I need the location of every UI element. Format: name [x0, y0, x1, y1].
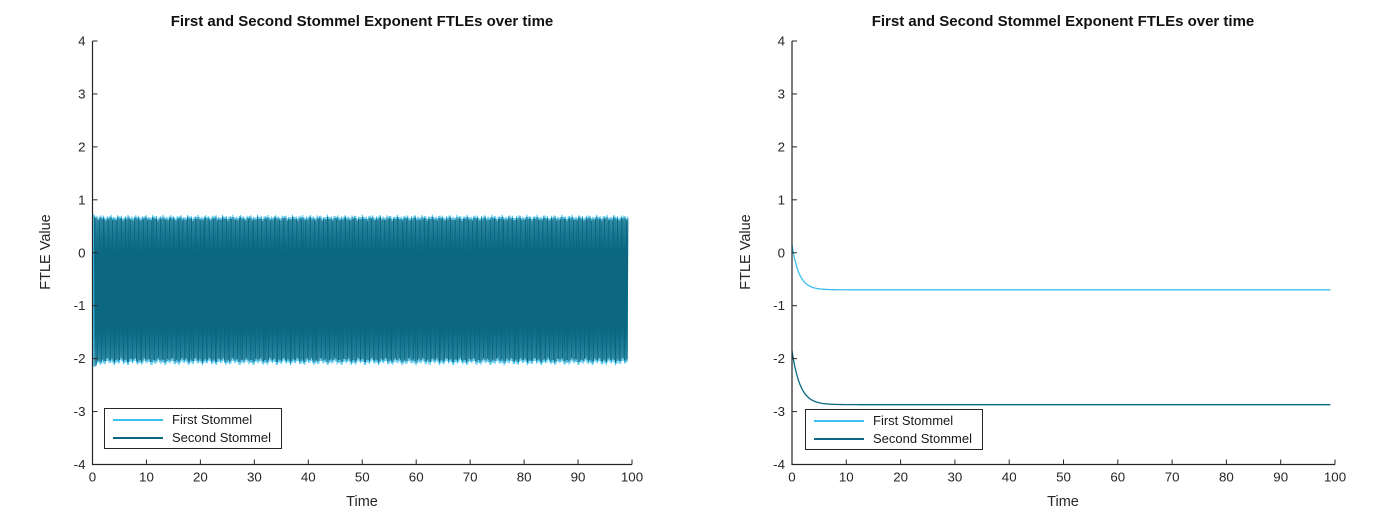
right-chart-title: First and Second Stommel Exponent FTLEs …	[871, 13, 1255, 30]
legend-row: Second Stommel	[814, 430, 982, 448]
legend-row: Second Stommel	[113, 429, 281, 447]
y-tick-label: 4	[778, 34, 785, 49]
x-tick-label: 100	[1324, 470, 1346, 485]
legend-entry-label: First Stommel	[873, 413, 954, 428]
x-tick-label: 90	[571, 470, 586, 485]
y-tick-label: -4	[773, 457, 785, 472]
x-tick-label: 20	[193, 470, 208, 485]
y-tick-label: 1	[78, 192, 85, 207]
y-tick-label: -2	[773, 351, 785, 366]
y-tick-label: 3	[78, 86, 85, 101]
y-tick-label: 4	[78, 34, 85, 49]
x-tick-label: 10	[839, 470, 854, 485]
legend-entry-label: Second Stommel	[172, 430, 271, 445]
y-tick-label: -4	[74, 457, 86, 472]
axis-lines	[791, 41, 1335, 466]
x-tick-label: 80	[517, 470, 532, 485]
y-tick-label: -3	[74, 404, 86, 419]
y-tick-label: -1	[74, 298, 86, 313]
first-stommel-line-swatch	[113, 418, 163, 421]
y-tick-label: 3	[778, 86, 785, 101]
right-x-axis-label: Time	[1047, 494, 1079, 510]
y-tick-label: 2	[778, 139, 785, 154]
first-stommel-line-swatch	[814, 419, 864, 422]
y-tick-label: -3	[773, 404, 785, 419]
y-tick-label: -2	[74, 351, 86, 366]
right-y-axis-label: FTLE Value	[738, 214, 754, 290]
x-tick-label: 50	[1056, 470, 1071, 485]
left-chart-title: First and Second Stommel Exponent FTLEs …	[170, 13, 554, 30]
legend-row: First Stommel	[113, 411, 281, 429]
series-second-stommel	[93, 216, 629, 367]
x-tick-label: 100	[621, 470, 643, 485]
x-tick-label: 0	[89, 470, 96, 485]
y-tick-label: 0	[778, 245, 785, 260]
x-tick-label: 70	[463, 470, 478, 485]
x-tick-label: 80	[1219, 470, 1234, 485]
x-tick-label: 40	[301, 470, 316, 485]
right-legend: First Stommel Second Stommel	[805, 409, 983, 450]
y-tick-label: 2	[78, 139, 85, 154]
left-y-axis-label: FTLE Value	[38, 214, 54, 290]
second-stommel-line-swatch	[814, 437, 864, 440]
left-legend: First Stommel Second Stommel	[104, 408, 282, 449]
second-stommel-line-swatch	[113, 436, 163, 439]
legend-row: First Stommel	[814, 412, 982, 430]
legend-entry-label: First Stommel	[172, 412, 253, 427]
x-tick-label: 20	[893, 470, 908, 485]
legend-entry-label: Second Stommel	[873, 431, 972, 446]
y-tick-label: -1	[773, 298, 785, 313]
x-tick-label: 30	[948, 470, 963, 485]
series-second-stommel	[791, 350, 1331, 406]
x-tick-label: 90	[1273, 470, 1288, 485]
x-tick-label: 60	[1110, 470, 1125, 485]
x-tick-label: 10	[139, 470, 154, 485]
x-tick-label: 30	[247, 470, 262, 485]
left-x-axis-label: Time	[346, 494, 378, 510]
x-tick-label: 0	[788, 470, 795, 485]
y-tick-label: 1	[778, 192, 785, 207]
x-tick-label: 50	[355, 470, 370, 485]
series-first-stommel	[791, 244, 1331, 291]
x-tick-label: 60	[409, 470, 424, 485]
y-tick-label: 0	[78, 245, 85, 260]
x-tick-label: 40	[1002, 470, 1017, 485]
x-tick-label: 70	[1165, 470, 1180, 485]
